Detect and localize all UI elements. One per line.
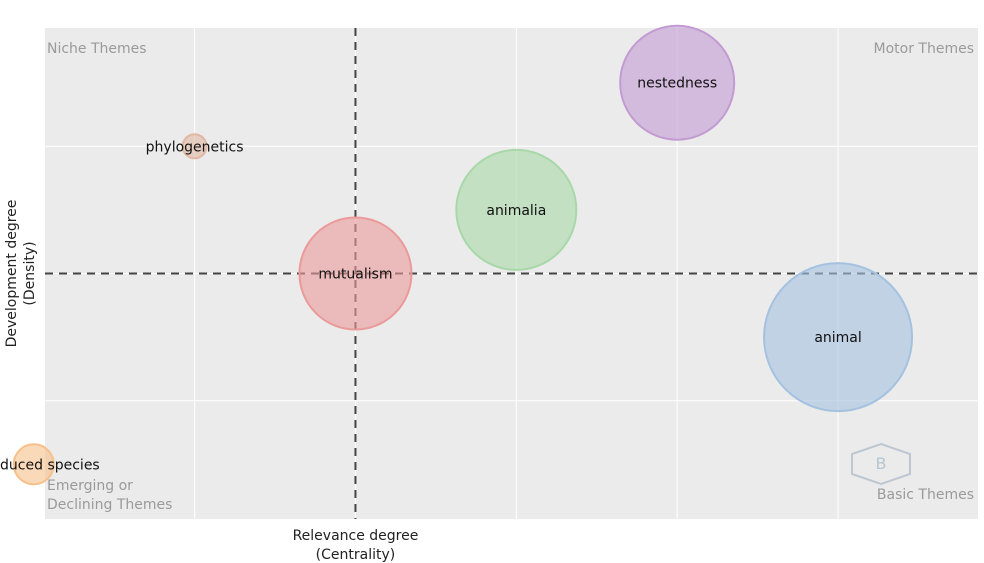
bubble-labels: nestedness phylogenetics animalia mutualism… — [0, 76, 862, 474]
quadrant-label-motor: Motor Themes — [874, 41, 975, 57]
quadrant-label-emerging: Emerging or Declining Themes — [47, 478, 172, 513]
bubble-label: introduced species — [0, 457, 100, 473]
watermark-logo: B — [851, 442, 911, 486]
bubble-label: animalia — [486, 203, 546, 219]
x-axis-title: Relevance degree (Centrality) — [293, 528, 419, 563]
bubble-mutualism — [298, 216, 413, 331]
quadrant-label-basic: Basic Themes — [877, 487, 974, 503]
bubble-label: nestedness — [637, 76, 717, 92]
bubble-animalia — [455, 148, 578, 271]
bubble-introduced-species — [12, 443, 55, 486]
bubble-nestedness — [619, 24, 736, 141]
quadrant-label-niche: Niche Themes — [47, 41, 147, 57]
bubble-label: phylogenetics — [146, 139, 244, 155]
bubble-label: animal — [814, 330, 861, 346]
quadrant-labels: Niche Themes Motor Themes Emerging or Decli… — [47, 41, 974, 513]
bubble-phylogenetics — [181, 133, 208, 160]
y-axis-title: Development degree (Density) — [4, 200, 38, 348]
svg-text:B: B — [876, 454, 887, 473]
bubble-label: mutualism — [318, 267, 392, 283]
bubbles — [12, 24, 914, 486]
bubble-animal — [763, 262, 914, 413]
